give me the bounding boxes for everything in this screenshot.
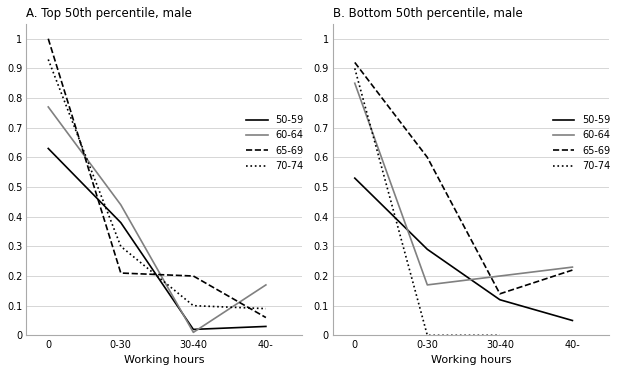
X-axis label: Working hours: Working hours [124, 355, 205, 365]
Legend: 50-59, 60-64, 65-69, 70-74: 50-59, 60-64, 65-69, 70-74 [242, 111, 308, 175]
Text: B. Bottom 50th percentile, male: B. Bottom 50th percentile, male [333, 7, 523, 20]
X-axis label: Working hours: Working hours [431, 355, 511, 365]
Legend: 50-59, 60-64, 65-69, 70-74: 50-59, 60-64, 65-69, 70-74 [549, 111, 614, 175]
Text: A. Top 50th percentile, male: A. Top 50th percentile, male [27, 7, 192, 20]
